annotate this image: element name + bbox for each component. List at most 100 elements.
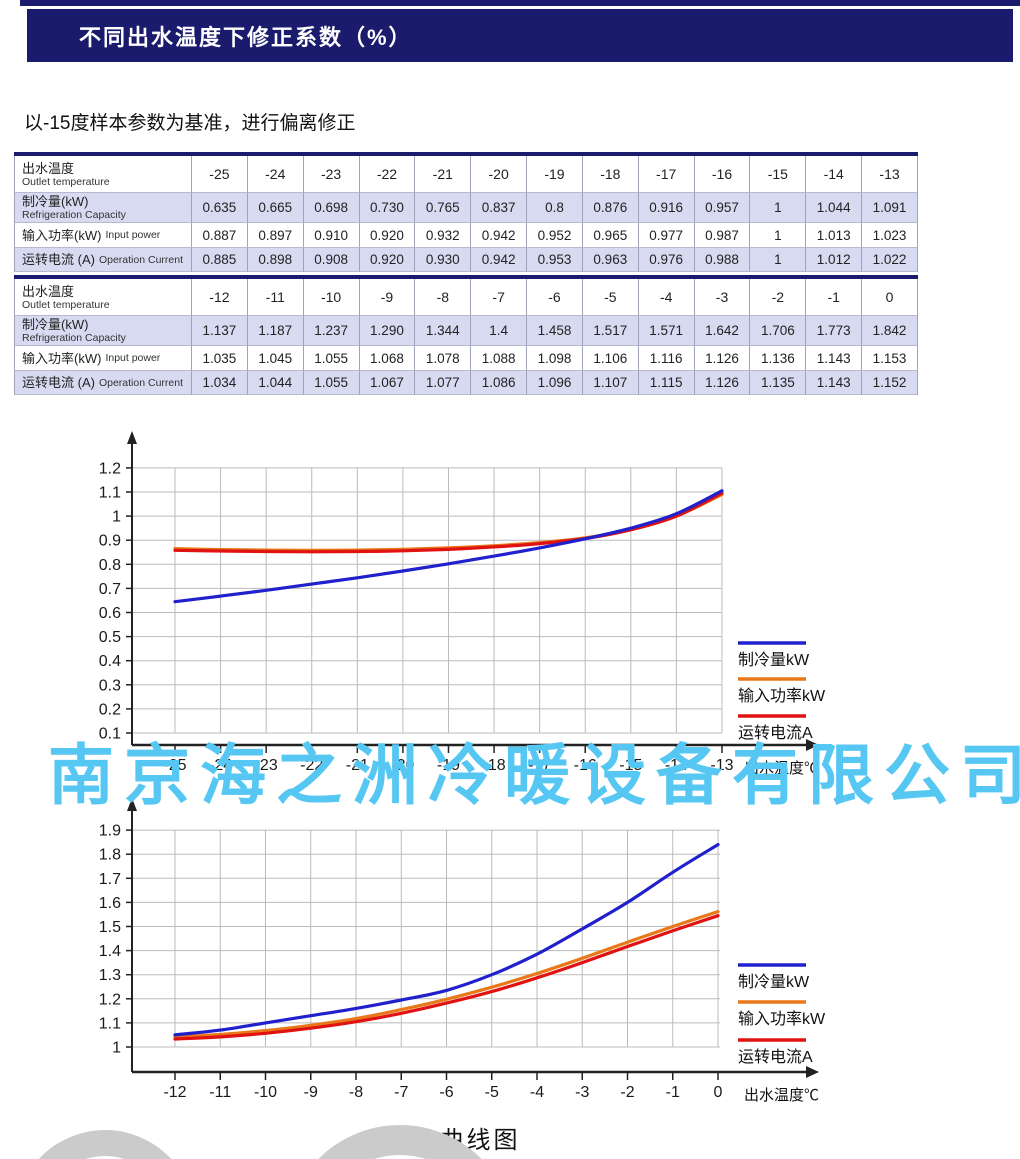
table-cell: 0.920	[359, 223, 416, 248]
y-tick-label: 1	[112, 1040, 121, 1057]
x-tick-label: -12	[163, 1084, 186, 1101]
table-cell: 1	[750, 223, 807, 248]
series-line-0	[173, 489, 724, 604]
table-cell: 1.4	[471, 316, 528, 346]
y-tick-label: 1.1	[99, 1015, 121, 1032]
table-cell: -13	[862, 156, 918, 193]
row-label: 制冷量(kW) Refrigeration Capacity	[14, 316, 192, 346]
table-cell: 1.152	[862, 371, 918, 395]
y-tick-label: 0.8	[99, 557, 121, 574]
row-label: 运转电流 (A) Operation Current	[14, 371, 192, 395]
table-cell: -21	[415, 156, 472, 193]
table-cell: 0.953	[527, 248, 583, 272]
table-cell: 1.078	[415, 346, 472, 371]
table-cell: -22	[359, 156, 416, 193]
table-cell: 1.517	[582, 316, 639, 346]
table-cell: 1.096	[527, 371, 583, 395]
x-axis-title: 出水温度℃	[744, 760, 819, 777]
table-cell: 0.635	[192, 193, 248, 223]
table-cell: 0.932	[415, 223, 472, 248]
x-tick-label: -9	[304, 1084, 318, 1101]
table-cell: 0.730	[359, 193, 416, 223]
row-label-cn: 运转电流 (A)	[22, 375, 95, 390]
table-cell: -8	[415, 279, 472, 316]
table-cell: 0.942	[471, 248, 528, 272]
table-cell: -10	[303, 279, 360, 316]
table-cell: 0.952	[527, 223, 583, 248]
series-line-2	[173, 914, 720, 1041]
table-cell: 0.976	[638, 248, 695, 272]
table-cell: -25	[192, 156, 248, 193]
row-label-cn: 输入功率(kW)	[22, 227, 102, 243]
row-label-en: Operation Current	[98, 376, 183, 389]
row-label: 运转电流 (A) Operation Current	[14, 248, 192, 272]
table-row: 制冷量(kW) Refrigeration Capacity 1.137 1.187 1…	[14, 316, 918, 346]
x-tick-label: -14	[665, 757, 688, 774]
row-label-cn: 制冷量(kW)	[22, 194, 89, 209]
y-tick-label: 1.3	[99, 967, 121, 984]
decor-gray-rings	[38, 1125, 482, 1159]
y-tick-label: 1.8	[99, 847, 121, 864]
decor-ring-left	[38, 1130, 172, 1159]
x-tick-label: -19	[437, 757, 460, 774]
row-label-cn: 运转电流 (A)	[22, 252, 95, 267]
table-cell: -23	[303, 156, 360, 193]
y-tick-label: 1.9	[99, 823, 121, 840]
table-cell: 1.045	[247, 346, 304, 371]
x-tick-label: -18	[482, 757, 505, 774]
table-cell: 0.897	[247, 223, 304, 248]
table-cell: 1.143	[806, 371, 863, 395]
correction-curve-chart-2: 11.11.21.31.41.51.61.71.81.9-12 -11 -10 -9-…	[99, 798, 826, 1104]
table-cell: 1.115	[638, 371, 695, 395]
table-cell: -2	[750, 279, 807, 316]
table-row: 制冷量(kW) Refrigeration Capacity 0.635 0.665 0…	[14, 193, 918, 223]
table-cell: -17	[638, 156, 695, 193]
table-row: 运转电流 (A) Operation Current 1.034 1.044 1.055…	[14, 371, 918, 395]
table-row: 出水温度 Outlet temperature -25 -24 -23 -22 -21 -20…	[14, 156, 918, 193]
row-label-en: Input power	[105, 352, 161, 364]
table-cell: 1.022	[862, 248, 918, 272]
table-cell: 0.885	[192, 248, 248, 272]
table-cell: 0.942	[471, 223, 528, 248]
x-tick-label: -8	[349, 1084, 363, 1101]
x-tick-label: -2	[620, 1084, 634, 1101]
table-cell: 1.067	[359, 371, 416, 395]
correction-table-high-range: 出水温度 Outlet temperature -25 -24 -23 -22 -21 -20…	[14, 152, 918, 272]
x-tick-label: -20	[391, 757, 414, 774]
row-label-en: Refrigeration Capacity	[22, 332, 126, 344]
table-cell: 1.013	[806, 223, 863, 248]
table-cell: -12	[192, 279, 248, 316]
table-cell: 1.143	[806, 346, 863, 371]
x-tick-label: -15	[619, 757, 642, 774]
table-cell: 1.068	[359, 346, 416, 371]
x-tick-label: -22	[300, 757, 323, 774]
x-tick-label: -3	[575, 1084, 589, 1101]
y-tick-label: 0.6	[99, 605, 121, 622]
table-cell: 1.055	[303, 371, 360, 395]
x-tick-label: -6	[439, 1084, 453, 1101]
table-cell: -18	[582, 156, 639, 193]
table-cell: -3	[694, 279, 751, 316]
table-cell: 1	[750, 248, 807, 272]
table-cell: -7	[471, 279, 528, 316]
row-label-en: Operation Current	[98, 253, 183, 266]
table-cell: 0.898	[247, 248, 304, 272]
table-row: 输入功率(kW) Input power 1.035 1.045 1.055 1.068 1…	[14, 346, 918, 371]
table-cell: 1.136	[750, 346, 807, 371]
table-cell: -24	[247, 156, 304, 193]
row-label: 制冷量(kW) Refrigeration Capacity	[14, 193, 192, 223]
table-cell: 1.116	[638, 346, 695, 371]
correction-table-low-range: 出水温度 Outlet temperature -12 -11 -10 -9 -8 -7 -6-…	[14, 275, 918, 395]
table-cell: 1.077	[415, 371, 472, 395]
row-label: 出水温度 Outlet temperature	[14, 156, 192, 193]
row-label: 输入功率(kW) Input power	[14, 346, 192, 371]
table-cell: 0.887	[192, 223, 248, 248]
table-cell: 0.665	[247, 193, 304, 223]
table-cell: 1.153	[862, 346, 918, 371]
table-cell: 1.106	[582, 346, 639, 371]
table-cell: 0.910	[303, 223, 360, 248]
y-tick-label: 0.9	[99, 533, 121, 550]
x-tick-label: -10	[254, 1084, 277, 1101]
x-axis-arrow-icon	[806, 1066, 819, 1078]
